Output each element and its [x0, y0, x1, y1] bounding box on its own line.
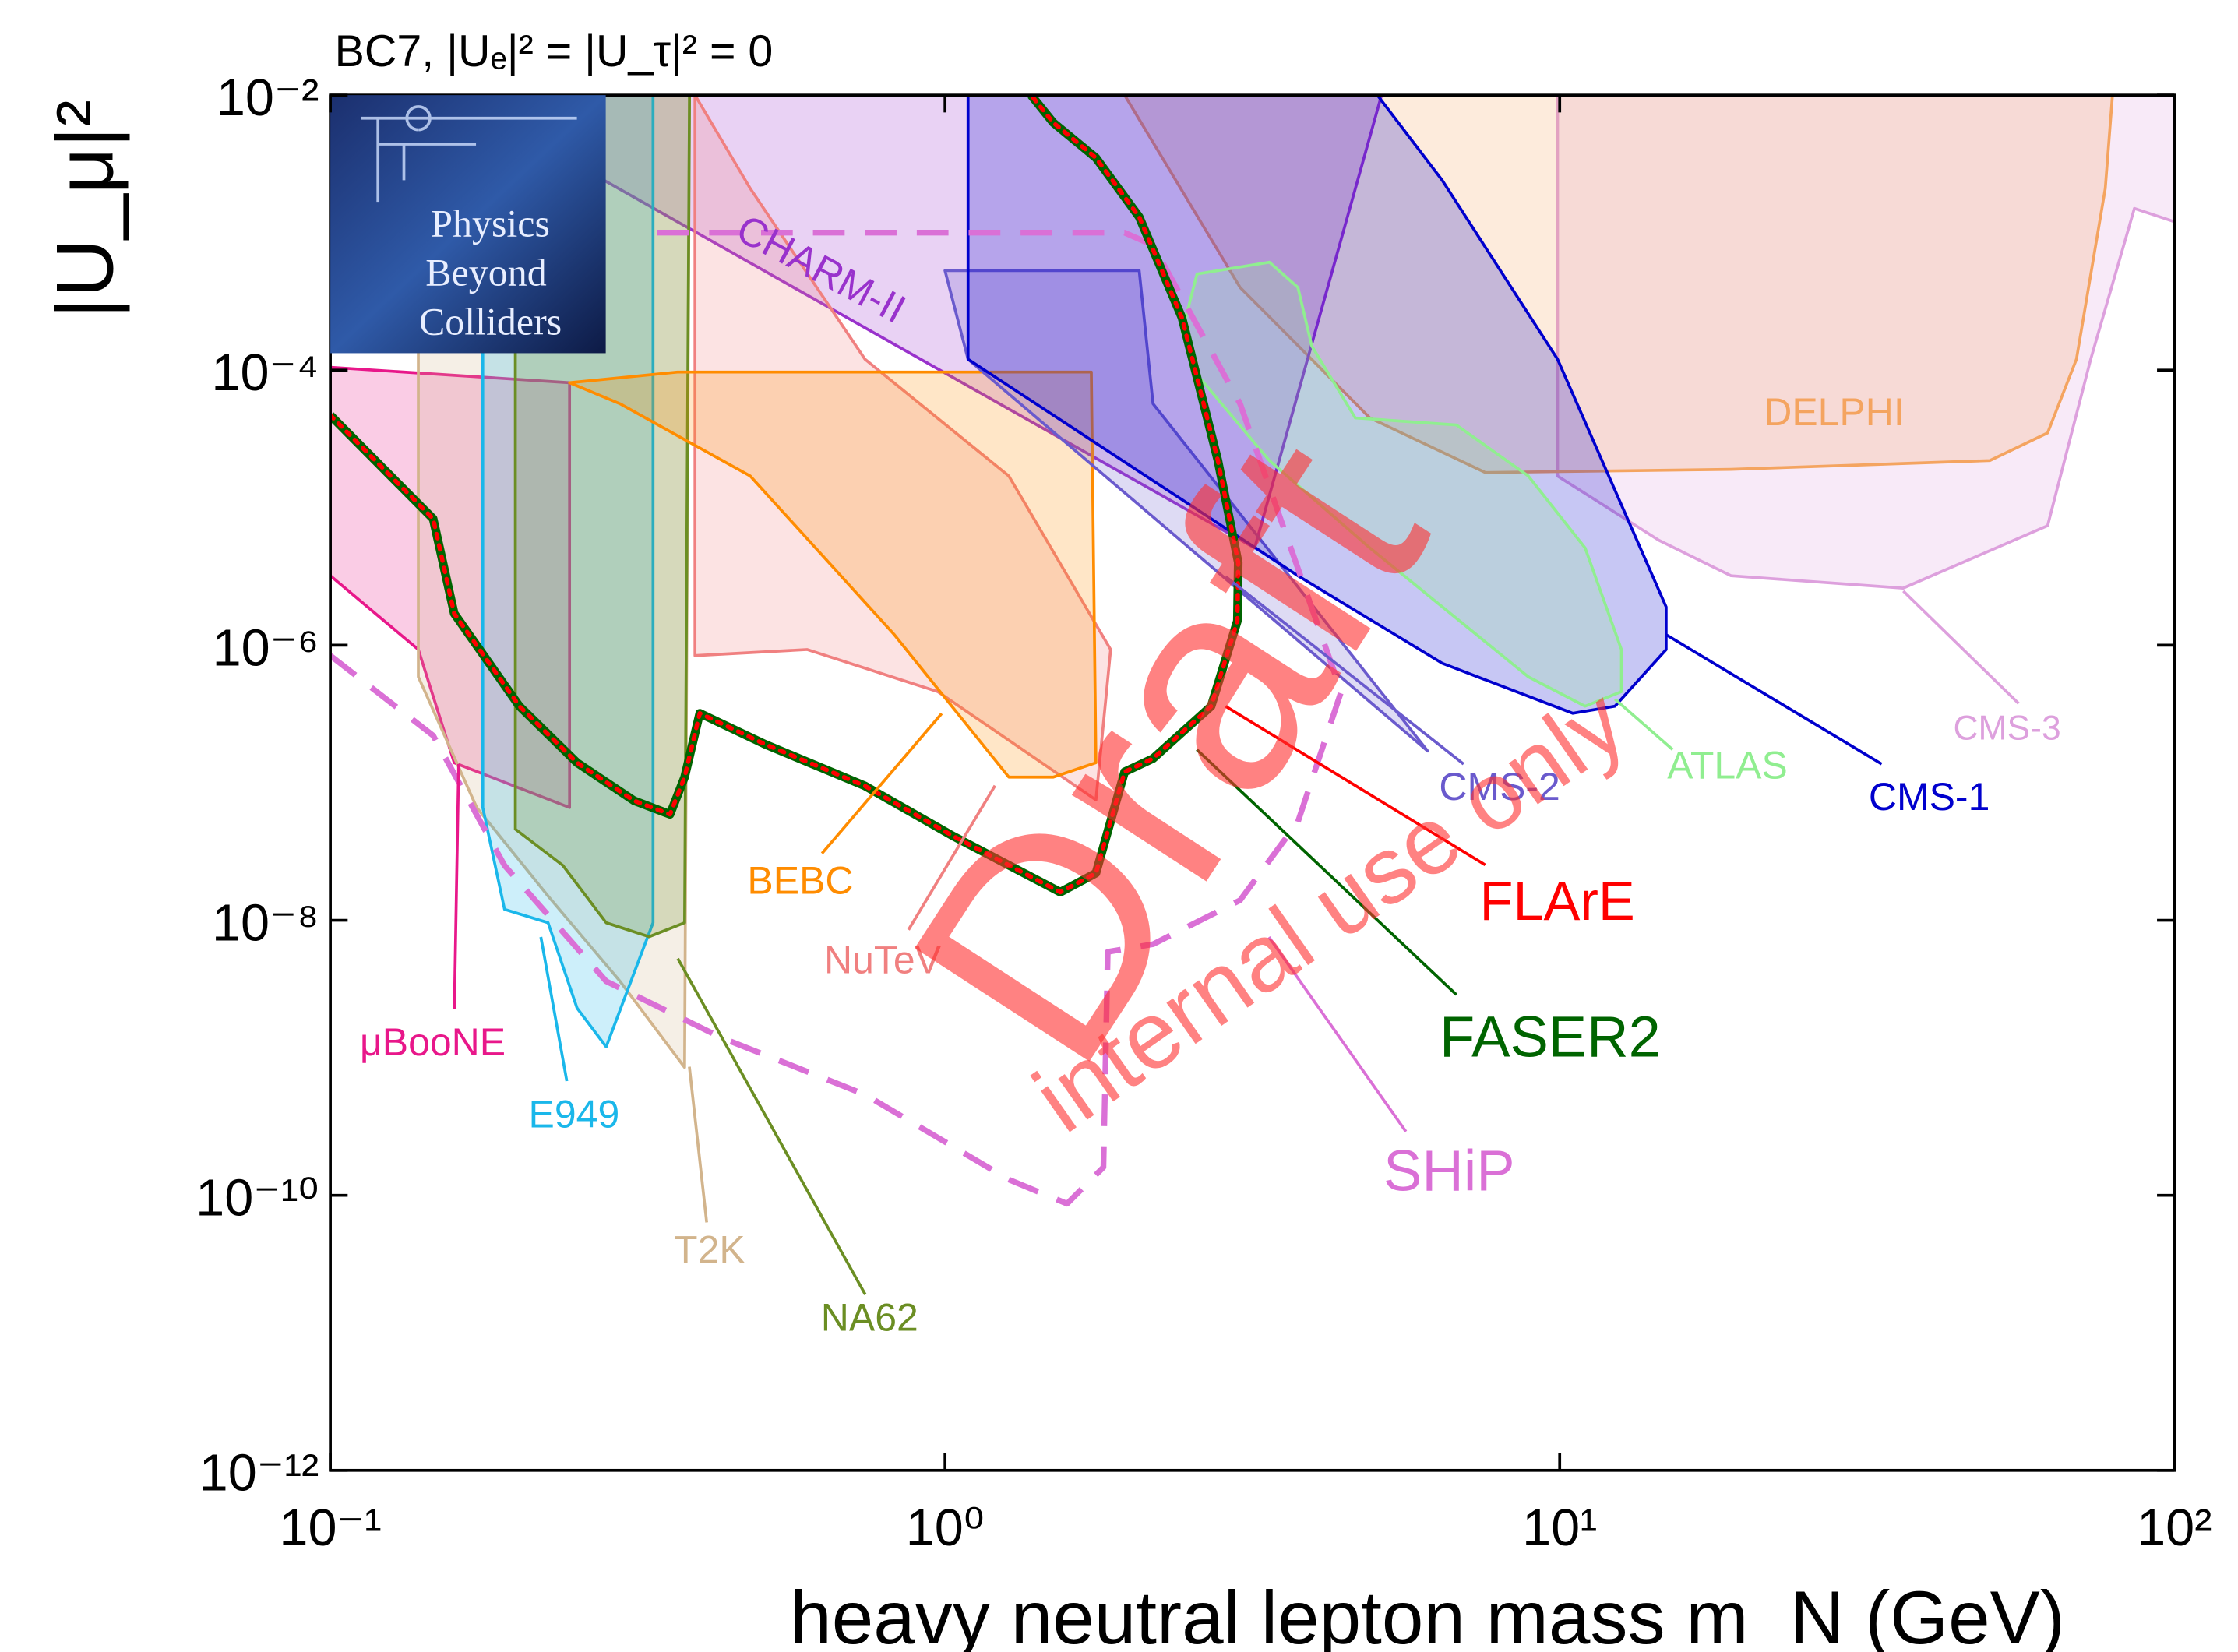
chart-title: BC7, |Uₑ|² = |U_τ|² = 0 — [335, 26, 774, 76]
x-tick-label: 10¹ — [1522, 1499, 1597, 1557]
series-label: NA62 — [821, 1295, 918, 1339]
y-tick-label: 10⁻⁸ — [212, 894, 319, 952]
y-tick-label: 10⁻¹² — [199, 1445, 319, 1502]
chart: CMS-3DELPHICHARM-IINuTeVμBooNET2KE949NA6… — [0, 0, 2238, 1652]
logo-text: Physics — [431, 202, 550, 245]
series-label: SHiP — [1383, 1139, 1515, 1203]
y-tick-label: 10⁻⁶ — [213, 619, 319, 677]
series-label: CMS-3 — [1953, 709, 2060, 747]
x-tick-label: 10⁻¹ — [279, 1499, 381, 1557]
series-label: FASER2 — [1440, 1005, 1661, 1069]
series-label: ATLAS — [1667, 743, 1788, 787]
series-label: E949 — [529, 1092, 620, 1136]
series-label: DELPHI — [1764, 390, 1905, 434]
logo-text: Beyond — [425, 250, 546, 294]
y-tick-label: 10⁻⁴ — [211, 344, 319, 402]
x-tick-label: 10² — [2137, 1499, 2212, 1557]
y-tick-label: 10⁻² — [217, 69, 319, 127]
series-label: T2K — [674, 1228, 745, 1271]
y-axis-label: |U_μ|² — [40, 100, 130, 319]
series-label: BEBC — [747, 858, 853, 902]
series-label: FLArE — [1480, 870, 1635, 932]
x-tick-label: 10⁰ — [906, 1499, 985, 1557]
y-tick-label: 10⁻¹⁰ — [196, 1170, 319, 1228]
logo-text: Colliders — [419, 299, 562, 343]
series-label: CMS-1 — [1869, 775, 1990, 819]
series-label: μBooNE — [360, 1020, 506, 1064]
x-axis-label: heavy neutral lepton mass m_N (GeV) — [790, 1576, 2065, 1652]
